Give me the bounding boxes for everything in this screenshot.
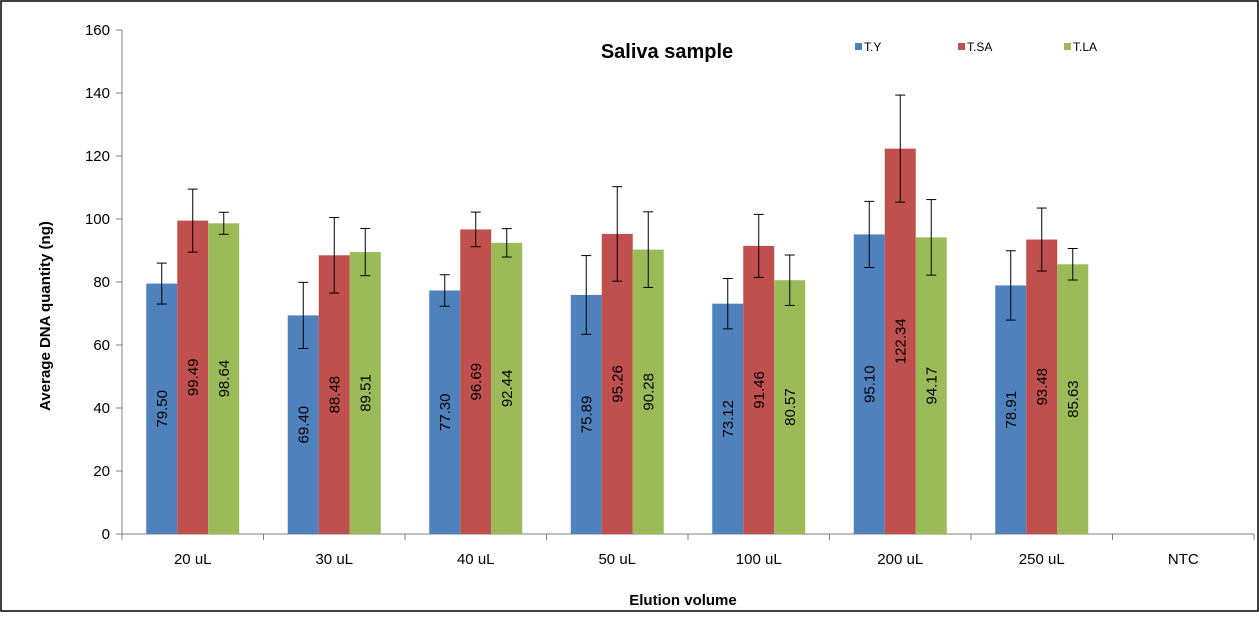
data-label: 69.40 (295, 406, 312, 444)
y-tick-label: 160 (85, 22, 110, 39)
data-label: 75.89 (578, 396, 595, 434)
bar-ty (995, 285, 1027, 534)
x-tick-label: 250 uL (1019, 551, 1065, 568)
data-label: 95.26 (609, 365, 626, 403)
legend-swatch (855, 43, 862, 50)
bars-group (146, 148, 1089, 535)
bar-tla (1057, 264, 1089, 534)
y-tick-label: 20 (93, 463, 110, 480)
error-bars-group (156, 94, 1078, 349)
data-label: 88.48 (326, 376, 343, 414)
y-tick-label: 40 (93, 400, 110, 417)
bar-tsa (460, 229, 492, 534)
data-label: 95.10 (861, 365, 878, 403)
x-tick-label: 50 uL (598, 551, 636, 568)
bar-tsa (884, 148, 916, 534)
bar-ty (287, 315, 319, 534)
data-label: 91.46 (751, 371, 768, 409)
bar-tsa (1026, 239, 1058, 534)
data-label: 73.12 (720, 400, 737, 438)
bar-tla (491, 242, 523, 534)
data-label: 98.64 (216, 360, 233, 398)
data-labels-group: 79.50 69.40 77.30 75.89 73.12 95.10 78.91 99.49… (154, 318, 1082, 443)
x-tick-label: 40 uL (457, 551, 495, 568)
legend-swatch (1064, 43, 1071, 50)
y-tick-label: 100 (85, 211, 110, 228)
y-tick-label: 60 (93, 337, 110, 354)
y-tick-label: 0 (102, 526, 110, 543)
data-label: 78.91 (1003, 391, 1020, 429)
x-tick-label: NTC (1168, 551, 1199, 568)
y-tick-label: 80 (93, 274, 110, 291)
legend-label: T.SA (967, 40, 992, 54)
bar-tsa (743, 245, 775, 534)
bar-tla (349, 252, 381, 534)
x-axis-title: Elution volume (629, 592, 737, 609)
bar-ty (146, 283, 178, 534)
bar-tsa (177, 220, 209, 534)
data-label: 79.50 (154, 390, 171, 428)
y-axis: 0 20 40 60 80 100 120 140 160 (85, 22, 123, 543)
y-tick-label: 120 (85, 148, 110, 165)
data-label: 85.63 (1065, 380, 1082, 418)
bar-ty (853, 234, 885, 534)
data-label: 96.69 (468, 363, 485, 401)
legend-label: T.Y (864, 40, 881, 54)
bar-tsa (601, 233, 633, 534)
data-label: 94.17 (923, 367, 940, 405)
x-tick-label: 200 uL (877, 551, 923, 568)
y-tick-label: 140 (85, 85, 110, 102)
legend-swatch (958, 43, 965, 50)
legend-label: T.LA (1073, 40, 1097, 54)
data-label: 80.57 (782, 388, 799, 426)
x-tick-label: 100 uL (736, 551, 782, 568)
bar-tsa (318, 255, 350, 534)
bar-tla (915, 237, 947, 534)
x-tick-label: 20 uL (174, 551, 212, 568)
data-label: 122.34 (892, 318, 909, 364)
bar-tla (208, 223, 240, 534)
data-label: 93.48 (1034, 368, 1051, 406)
bar-ty (429, 290, 461, 534)
bar-tla (774, 280, 806, 534)
data-label: 99.49 (185, 359, 202, 397)
x-tick-label: 30 uL (315, 551, 353, 568)
data-label: 77.30 (437, 393, 454, 431)
y-axis-title: Average DNA quantity (ng) (37, 221, 54, 411)
bar-tla (632, 249, 664, 535)
data-label: 90.28 (640, 373, 657, 411)
data-label: 92.44 (499, 370, 516, 408)
data-label: 89.51 (357, 374, 374, 412)
bar-ty (712, 303, 744, 534)
chart-title: Saliva sample (601, 41, 733, 63)
legend: T.Y T.SA T.LA (855, 40, 1097, 54)
